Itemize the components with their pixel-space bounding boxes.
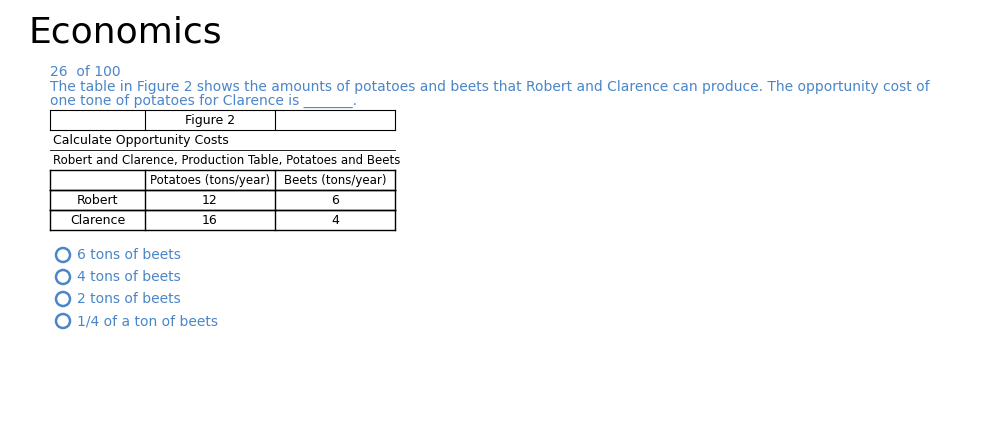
Text: Potatoes (tons/year): Potatoes (tons/year) xyxy=(150,173,270,187)
Text: Calculate Opportunity Costs: Calculate Opportunity Costs xyxy=(53,133,229,147)
Text: 26  of 100: 26 of 100 xyxy=(50,65,121,79)
Text: 6: 6 xyxy=(331,194,339,206)
Text: 2 tons of beets: 2 tons of beets xyxy=(77,292,180,306)
Text: Economics: Economics xyxy=(28,15,222,49)
Text: Figure 2: Figure 2 xyxy=(185,114,235,127)
Text: Beets (tons/year): Beets (tons/year) xyxy=(284,173,386,187)
Text: 4 tons of beets: 4 tons of beets xyxy=(77,270,180,284)
Text: one tone of potatoes for Clarence is _______.: one tone of potatoes for Clarence is ___… xyxy=(50,94,357,108)
Text: 12: 12 xyxy=(202,194,218,206)
Text: 16: 16 xyxy=(202,213,218,227)
Text: Clarence: Clarence xyxy=(70,213,125,227)
Text: The table in Figure 2 shows the amounts of potatoes and beets that Robert and Cl: The table in Figure 2 shows the amounts … xyxy=(50,80,929,94)
Text: 4: 4 xyxy=(331,213,339,227)
Text: Robert: Robert xyxy=(77,194,119,206)
Text: 1/4 of a ton of beets: 1/4 of a ton of beets xyxy=(77,314,218,328)
Text: Robert and Clarence, Production Table, Potatoes and Beets: Robert and Clarence, Production Table, P… xyxy=(53,154,400,166)
Text: 6 tons of beets: 6 tons of beets xyxy=(77,248,181,262)
